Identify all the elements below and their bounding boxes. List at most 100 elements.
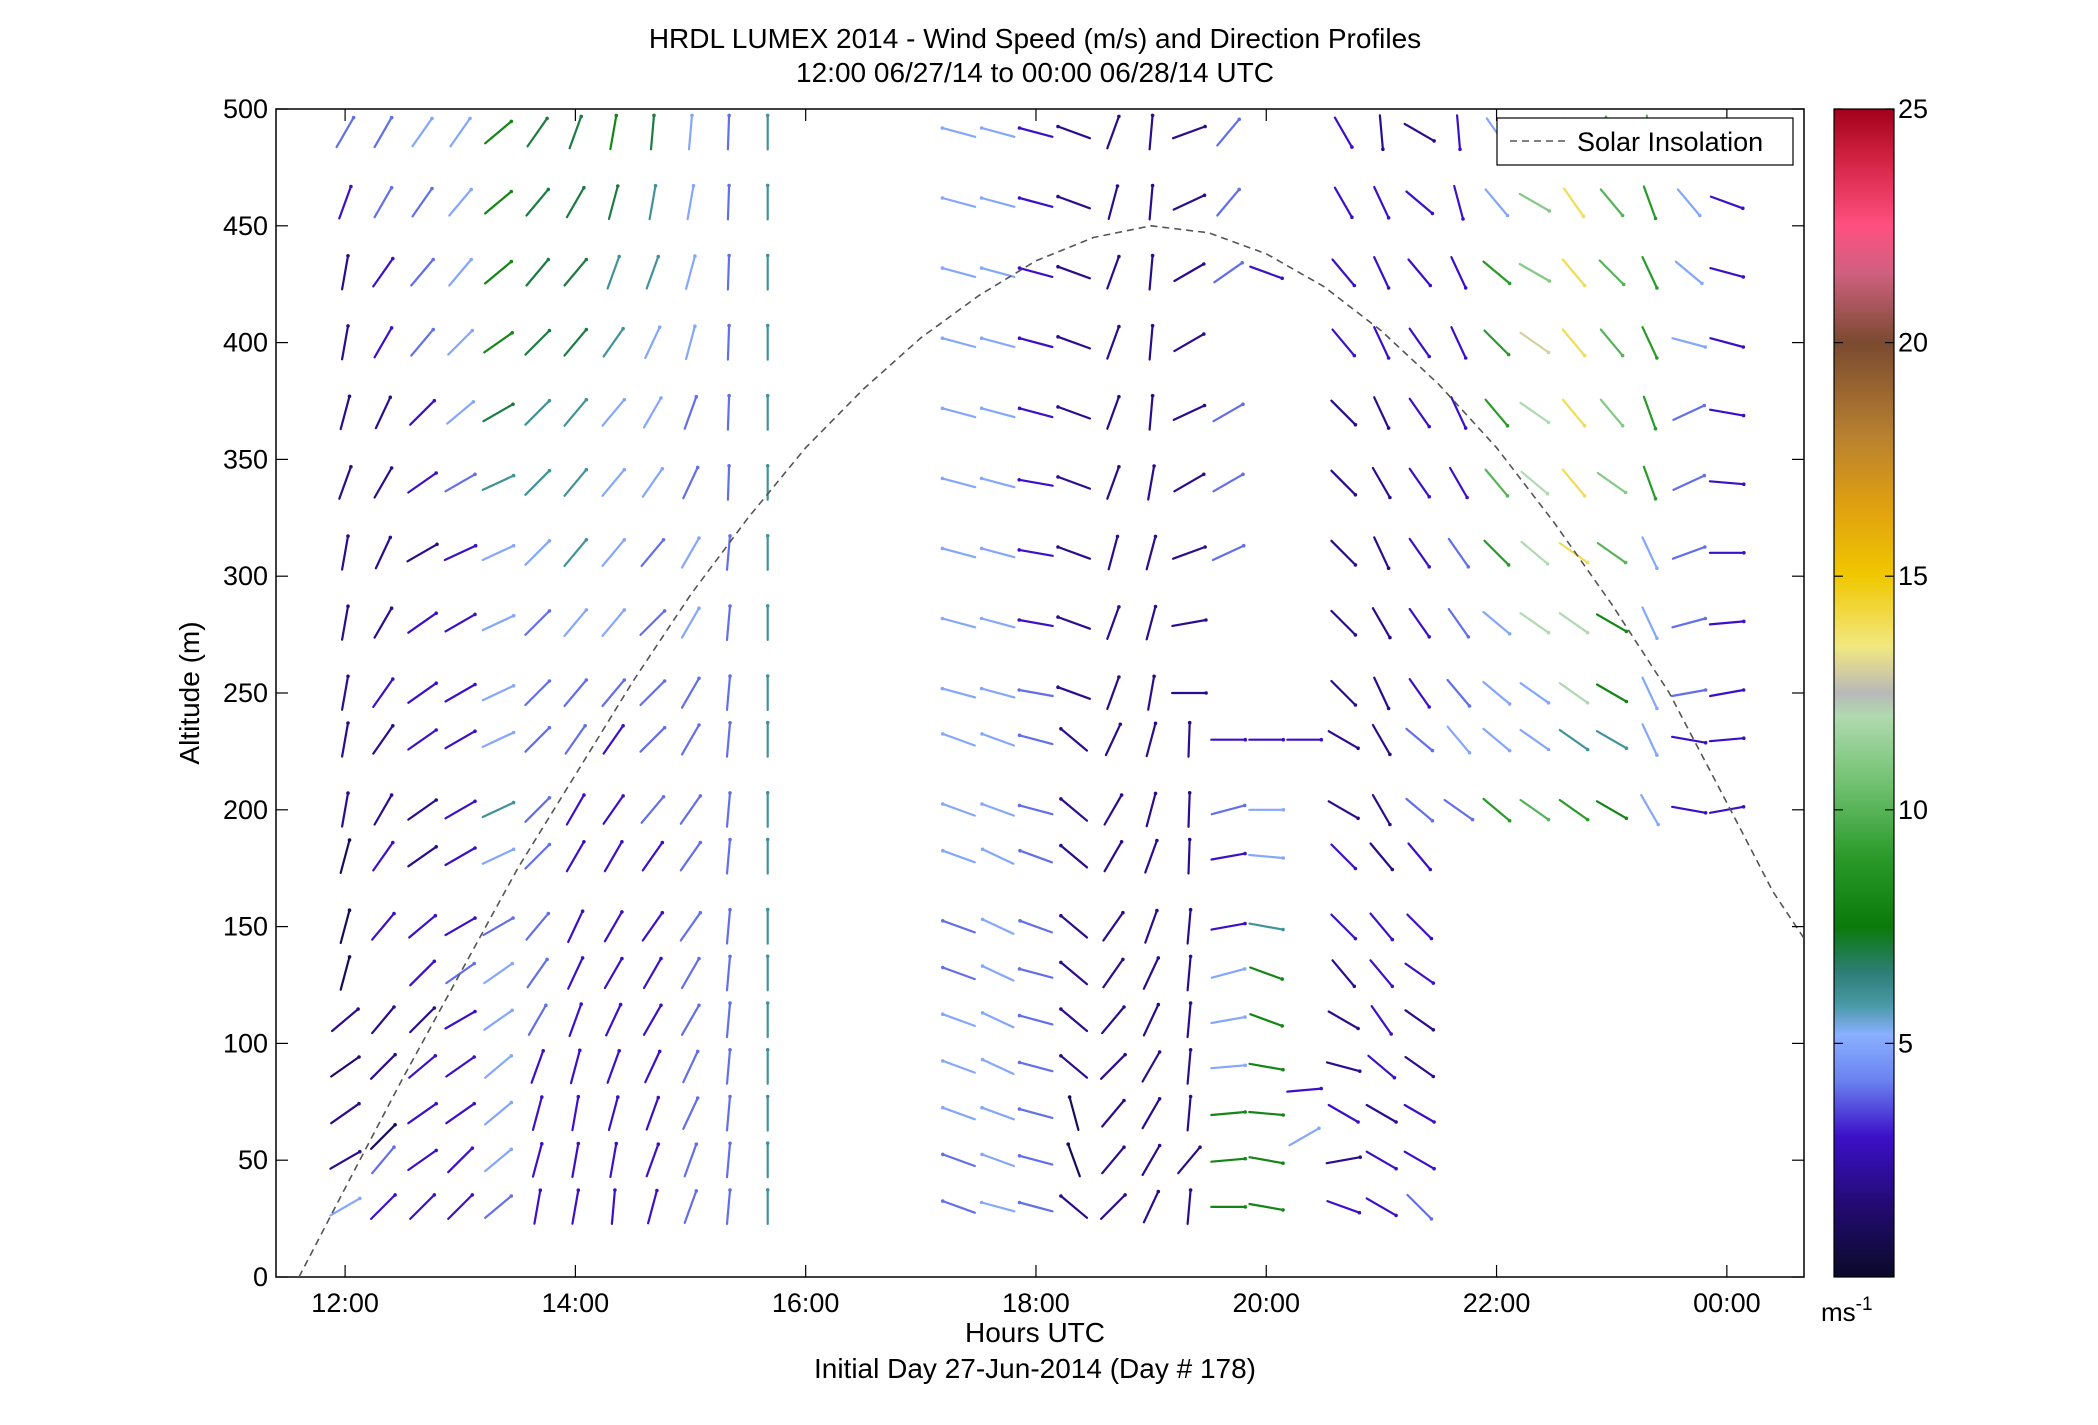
wind-barb-26-2 [1482, 680, 1511, 706]
wind-barb-10-17 [726, 184, 731, 221]
wind-barb-head-26-2 [1507, 702, 1512, 706]
wind-barb-22-8 [1327, 800, 1360, 820]
wind-barb-head-14-9 [1017, 733, 1022, 738]
wind-barb-17-12 [1145, 535, 1157, 571]
wind-barb-head-29-4 [1623, 560, 1628, 565]
wind-barb-head-18-11 [1204, 618, 1208, 622]
wind-barb-21-1 [1286, 1087, 1323, 1093]
wind-barb-head-1-14 [389, 326, 394, 330]
wind-barb-20-0 [1248, 1202, 1285, 1212]
wind-barb-7-3 [606, 1049, 621, 1084]
wind-barb-25-4 [1447, 537, 1470, 568]
wind-barb-18-12 [1171, 545, 1207, 560]
wind-barb-4-17 [484, 190, 513, 215]
wind-barb-head-11-3 [765, 1048, 770, 1052]
wind-barb-head-16-1 [1122, 1145, 1126, 1149]
wind-barb-head-10-12 [728, 534, 732, 538]
wind-barb-4-18 [484, 120, 513, 145]
wind-barb-4-4 [483, 1009, 514, 1031]
wind-barb-23-8 [1371, 793, 1392, 826]
wind-barb-25-1 [1446, 725, 1471, 754]
wind-barb-1-1 [371, 1146, 396, 1175]
wind-barb-head-18-5 [1188, 954, 1193, 959]
wind-barb-head-4-17 [509, 189, 514, 194]
wind-barb-16-9 [1104, 723, 1122, 757]
wind-barb-10-10 [725, 674, 732, 712]
wind-barb-6-3 [569, 1049, 581, 1085]
wind-barb-4-2 [484, 1101, 513, 1126]
wind-barb-24-7 [1407, 842, 1432, 871]
wind-barb-head-13-11 [979, 616, 984, 621]
wind-barb-head-11-10 [765, 674, 770, 678]
wind-barb-5-14 [524, 399, 551, 426]
wind-barb-head-16-11 [1117, 605, 1121, 609]
wind-barb-5-18 [526, 117, 549, 148]
wind-barb-27-3 [1519, 612, 1550, 634]
wind-barb-7-7 [603, 840, 624, 873]
wind-barb-24-14 [1408, 397, 1431, 428]
wind-barb-head-12-1 [941, 1152, 945, 1157]
wind-barb-20-7 [1248, 853, 1285, 860]
wind-barb-30-7 [1641, 326, 1659, 360]
wind-barb-16-18 [1106, 115, 1121, 150]
wind-barb-16-14 [1106, 395, 1121, 430]
wind-barb-head-27-3 [1546, 630, 1551, 635]
wind-barb-head-29-5 [1623, 490, 1628, 495]
wind-barb-head-17-6 [1155, 908, 1159, 913]
wind-barb-3-0 [447, 1193, 474, 1221]
wind-barb-19-4 [1210, 1015, 1247, 1025]
wind-barb-8-9 [639, 726, 666, 753]
wind-barb-head-26-0 [1507, 818, 1512, 823]
wind-barb-23-13 [1371, 466, 1392, 499]
wind-barb-24-10 [1408, 677, 1431, 709]
wind-barb-15-3 [1059, 1054, 1089, 1079]
wind-barb-23-6 [1369, 912, 1394, 941]
wind-barb-head-8-1 [656, 1142, 661, 1146]
wind-barb-head-28-5 [1582, 494, 1587, 498]
wind-barb-6-9 [564, 724, 587, 755]
wind-barb-14-1 [1018, 1154, 1054, 1166]
wind-barb-head-25-0 [1470, 817, 1475, 822]
wind-barb-15-14 [1056, 405, 1092, 420]
wind-barb-head-24-1 [1432, 1166, 1436, 1171]
wind-barb-24-17 [1405, 190, 1434, 215]
wind-barb-head-25-9 [1461, 217, 1465, 221]
wind-barb-30-4 [1641, 536, 1659, 570]
wind-barb-7-18 [609, 114, 618, 151]
wind-barb-head-28-7 [1582, 353, 1587, 358]
wind-barb-head-13-10 [979, 686, 984, 691]
wind-barb-head-20-4 [1280, 1024, 1284, 1028]
wind-barb-24-0 [1406, 1193, 1433, 1221]
wind-barb-head-26-3 [1507, 632, 1512, 636]
wind-barb-1-9 [372, 677, 394, 709]
wind-barb-head-2-17 [430, 186, 434, 191]
wind-barb-head-0-10 [346, 674, 350, 679]
wind-barb-head-15-17 [1056, 194, 1060, 199]
wind-barb-head-17-12 [1153, 534, 1158, 539]
wind-barb-18-16 [1173, 262, 1205, 283]
wind-barb-head-24-3 [1431, 1074, 1436, 1079]
wind-barb-head-14-8 [1017, 803, 1022, 808]
wind-barb-head-7-16 [617, 254, 621, 259]
x-tick-label-3: 18:00 [1002, 1288, 1070, 1318]
wind-barb-head-8-17 [653, 183, 658, 188]
wind-barb-5-12 [524, 539, 551, 567]
wind-barb-head-27-7 [1546, 350, 1551, 355]
wind-barb-1-10 [373, 607, 393, 639]
wind-barb-head-11-13 [765, 464, 770, 468]
wind-barb-3-1 [447, 1147, 474, 1174]
wind-barb-32-7 [1709, 337, 1745, 349]
wind-barb-2-4 [409, 1006, 436, 1034]
wind-barb-head-22-17 [1350, 215, 1354, 219]
wind-barb-22-3 [1325, 1061, 1361, 1073]
wind-barb-6-16 [563, 258, 588, 287]
wind-barb-head-22-9 [1356, 746, 1360, 750]
wind-barb-3-3 [445, 1055, 476, 1078]
wind-barb-head-6-4 [579, 1002, 583, 1006]
wind-barb-head-9-12 [697, 536, 701, 540]
wind-barb-head-3-15 [470, 328, 475, 333]
wind-barb-23-2 [1365, 1103, 1398, 1124]
wind-barb-head-3-0 [470, 1193, 475, 1197]
wind-barb-head-24-17 [1430, 211, 1435, 216]
wind-barb-head-6-15 [584, 327, 589, 332]
